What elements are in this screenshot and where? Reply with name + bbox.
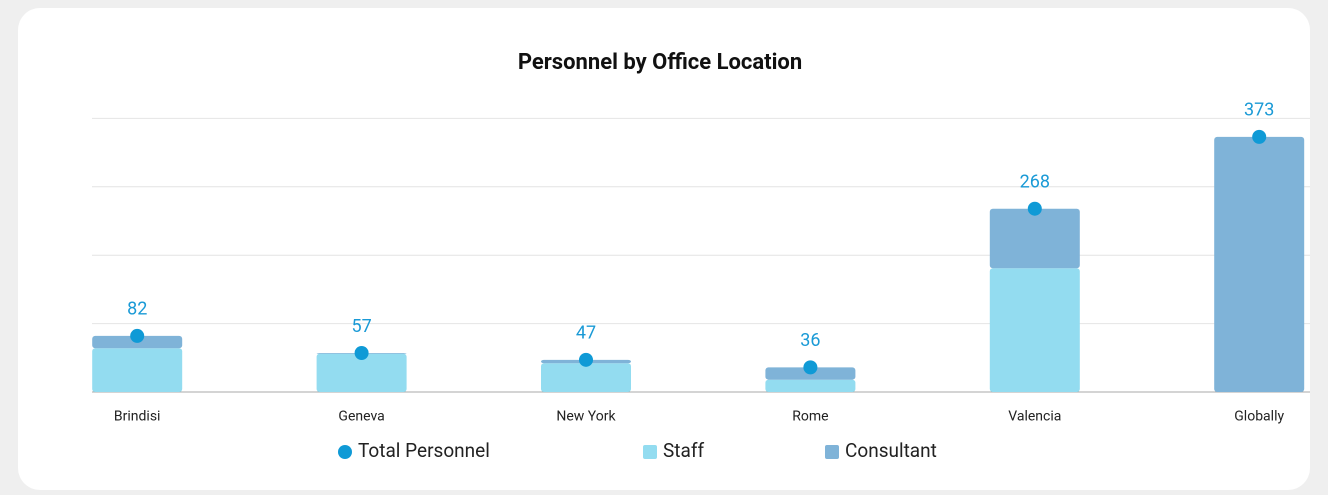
data-label: 57 (351, 316, 371, 337)
data-label: 268 (1020, 171, 1050, 192)
total-dot (579, 352, 593, 367)
x-tick-label: Rome (792, 409, 828, 425)
bar-segment (1214, 136, 1305, 392)
legend-label: Staff (663, 439, 704, 462)
legend-swatch (825, 445, 839, 459)
legend-swatch (643, 445, 657, 459)
data-label: 47 (576, 323, 596, 344)
bar-segment (765, 379, 856, 392)
chart-title: Personnel by Office Location (518, 50, 802, 75)
x-tick-label: New York (556, 409, 616, 425)
total-dot (1027, 201, 1042, 216)
data-label: 82 (127, 299, 147, 320)
total-dot (130, 328, 145, 343)
x-tick-label: Globally (1234, 409, 1284, 425)
total-dot (1252, 129, 1267, 144)
data-label: 36 (800, 330, 820, 351)
bar-segment (316, 353, 407, 392)
bar-segment (541, 363, 631, 392)
x-tick-label: Brindisi (114, 409, 161, 425)
legend-label: Consultant (845, 439, 937, 462)
x-tick-label: Valencia (1008, 409, 1061, 425)
total-dot (354, 346, 369, 361)
bar-segment (989, 268, 1080, 392)
card (18, 8, 1310, 490)
total-dot (803, 360, 818, 375)
bar-segment (989, 208, 1080, 269)
bar-segment (92, 348, 183, 392)
legend-swatch (338, 445, 352, 459)
legend-label: Total Personnel (358, 439, 490, 462)
data-label: 373 (1244, 100, 1274, 121)
x-tick-label: Geneva (338, 409, 384, 425)
